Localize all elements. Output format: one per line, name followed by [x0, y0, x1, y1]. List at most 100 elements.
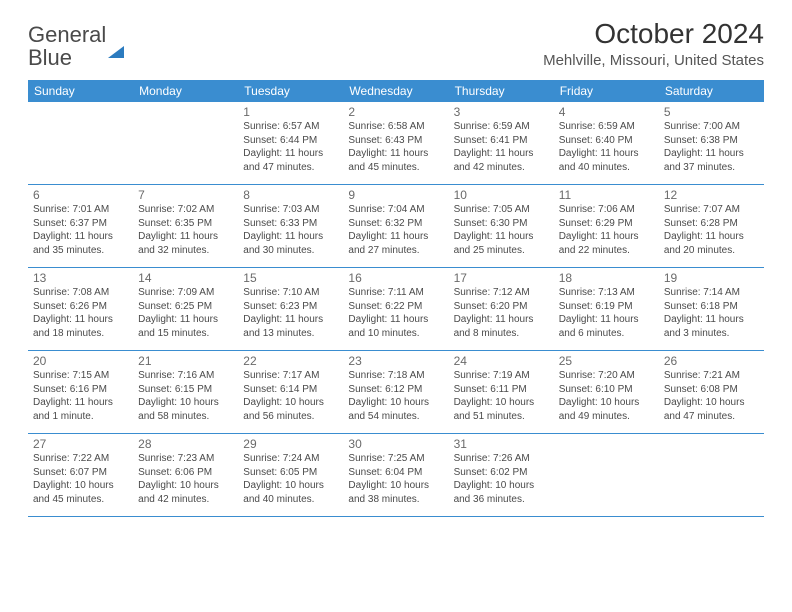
daylight-text: Daylight: 11 hours and 15 minutes. — [138, 313, 233, 340]
day-cell — [28, 102, 133, 184]
daylight-text: Daylight: 11 hours and 45 minutes. — [348, 147, 443, 174]
sunset-text: Sunset: 6:37 PM — [33, 217, 128, 231]
day-number: 16 — [348, 271, 443, 285]
daylight-text: Daylight: 10 hours and 49 minutes. — [559, 396, 654, 423]
day-cell: 16Sunrise: 7:11 AMSunset: 6:22 PMDayligh… — [343, 268, 448, 350]
brand-triangle-icon — [108, 29, 124, 58]
sunrise-text: Sunrise: 6:58 AM — [348, 120, 443, 134]
day-number: 31 — [454, 437, 549, 451]
sunrise-text: Sunrise: 7:05 AM — [454, 203, 549, 217]
daylight-text: Daylight: 10 hours and 38 minutes. — [348, 479, 443, 506]
day-number: 11 — [559, 188, 654, 202]
sunrise-text: Sunrise: 6:57 AM — [243, 120, 338, 134]
daylight-text: Daylight: 11 hours and 32 minutes. — [138, 230, 233, 257]
sunrise-text: Sunrise: 7:21 AM — [664, 369, 759, 383]
day-header: Thursday — [449, 80, 554, 102]
daylight-text: Daylight: 11 hours and 22 minutes. — [559, 230, 654, 257]
daylight-text: Daylight: 11 hours and 37 minutes. — [664, 147, 759, 174]
sunset-text: Sunset: 6:35 PM — [138, 217, 233, 231]
day-number: 15 — [243, 271, 338, 285]
day-number: 5 — [664, 105, 759, 119]
sunrise-text: Sunrise: 7:25 AM — [348, 452, 443, 466]
sunset-text: Sunset: 6:40 PM — [559, 134, 654, 148]
sunrise-text: Sunrise: 7:24 AM — [243, 452, 338, 466]
day-cell: 10Sunrise: 7:05 AMSunset: 6:30 PMDayligh… — [449, 185, 554, 267]
sunrise-text: Sunrise: 7:20 AM — [559, 369, 654, 383]
sunset-text: Sunset: 6:33 PM — [243, 217, 338, 231]
sunset-text: Sunset: 6:12 PM — [348, 383, 443, 397]
week-row: 6Sunrise: 7:01 AMSunset: 6:37 PMDaylight… — [28, 185, 764, 268]
sunset-text: Sunset: 6:30 PM — [454, 217, 549, 231]
day-number: 25 — [559, 354, 654, 368]
day-cell: 19Sunrise: 7:14 AMSunset: 6:18 PMDayligh… — [659, 268, 764, 350]
sunset-text: Sunset: 6:20 PM — [454, 300, 549, 314]
sunrise-text: Sunrise: 6:59 AM — [559, 120, 654, 134]
daylight-text: Daylight: 11 hours and 30 minutes. — [243, 230, 338, 257]
sunset-text: Sunset: 6:16 PM — [33, 383, 128, 397]
day-number: 24 — [454, 354, 549, 368]
day-cell: 26Sunrise: 7:21 AMSunset: 6:08 PMDayligh… — [659, 351, 764, 433]
day-number: 23 — [348, 354, 443, 368]
day-cell: 11Sunrise: 7:06 AMSunset: 6:29 PMDayligh… — [554, 185, 659, 267]
day-cell: 12Sunrise: 7:07 AMSunset: 6:28 PMDayligh… — [659, 185, 764, 267]
sunrise-text: Sunrise: 7:07 AM — [664, 203, 759, 217]
sunset-text: Sunset: 6:06 PM — [138, 466, 233, 480]
sunrise-text: Sunrise: 7:22 AM — [33, 452, 128, 466]
sunrise-text: Sunrise: 7:16 AM — [138, 369, 233, 383]
day-cell: 20Sunrise: 7:15 AMSunset: 6:16 PMDayligh… — [28, 351, 133, 433]
sunset-text: Sunset: 6:29 PM — [559, 217, 654, 231]
day-number: 19 — [664, 271, 759, 285]
page-header: General Blue October 2024 Mehlville, Mis… — [28, 18, 764, 70]
sunset-text: Sunset: 6:18 PM — [664, 300, 759, 314]
daylight-text: Daylight: 11 hours and 47 minutes. — [243, 147, 338, 174]
sunrise-text: Sunrise: 7:18 AM — [348, 369, 443, 383]
day-header: Tuesday — [238, 80, 343, 102]
day-cell: 23Sunrise: 7:18 AMSunset: 6:12 PMDayligh… — [343, 351, 448, 433]
sunset-text: Sunset: 6:44 PM — [243, 134, 338, 148]
sunset-text: Sunset: 6:07 PM — [33, 466, 128, 480]
sunrise-text: Sunrise: 7:03 AM — [243, 203, 338, 217]
calendar-table: Sunday Monday Tuesday Wednesday Thursday… — [28, 80, 764, 517]
daylight-text: Daylight: 11 hours and 40 minutes. — [559, 147, 654, 174]
day-cell: 14Sunrise: 7:09 AMSunset: 6:25 PMDayligh… — [133, 268, 238, 350]
sunrise-text: Sunrise: 7:19 AM — [454, 369, 549, 383]
day-cell: 22Sunrise: 7:17 AMSunset: 6:14 PMDayligh… — [238, 351, 343, 433]
day-cell: 15Sunrise: 7:10 AMSunset: 6:23 PMDayligh… — [238, 268, 343, 350]
daylight-text: Daylight: 11 hours and 10 minutes. — [348, 313, 443, 340]
day-number: 26 — [664, 354, 759, 368]
day-number: 12 — [664, 188, 759, 202]
sunrise-text: Sunrise: 7:26 AM — [454, 452, 549, 466]
sunrise-text: Sunrise: 6:59 AM — [454, 120, 549, 134]
day-number: 4 — [559, 105, 654, 119]
daylight-text: Daylight: 11 hours and 3 minutes. — [664, 313, 759, 340]
daylight-text: Daylight: 11 hours and 1 minute. — [33, 396, 128, 423]
day-number: 27 — [33, 437, 128, 451]
day-cell: 7Sunrise: 7:02 AMSunset: 6:35 PMDaylight… — [133, 185, 238, 267]
daylight-text: Daylight: 11 hours and 25 minutes. — [454, 230, 549, 257]
brand-text-b: Blue — [28, 45, 72, 70]
sunrise-text: Sunrise: 7:02 AM — [138, 203, 233, 217]
daylight-text: Daylight: 11 hours and 6 minutes. — [559, 313, 654, 340]
day-cell: 17Sunrise: 7:12 AMSunset: 6:20 PMDayligh… — [449, 268, 554, 350]
day-cell: 2Sunrise: 6:58 AMSunset: 6:43 PMDaylight… — [343, 102, 448, 184]
day-cell: 18Sunrise: 7:13 AMSunset: 6:19 PMDayligh… — [554, 268, 659, 350]
daylight-text: Daylight: 10 hours and 47 minutes. — [664, 396, 759, 423]
sunset-text: Sunset: 6:22 PM — [348, 300, 443, 314]
sunset-text: Sunset: 6:08 PM — [664, 383, 759, 397]
day-header-row: Sunday Monday Tuesday Wednesday Thursday… — [28, 80, 764, 102]
day-cell: 24Sunrise: 7:19 AMSunset: 6:11 PMDayligh… — [449, 351, 554, 433]
day-number: 1 — [243, 105, 338, 119]
daylight-text: Daylight: 10 hours and 58 minutes. — [138, 396, 233, 423]
sunrise-text: Sunrise: 7:09 AM — [138, 286, 233, 300]
day-cell — [659, 434, 764, 516]
day-number: 13 — [33, 271, 128, 285]
sunrise-text: Sunrise: 7:11 AM — [348, 286, 443, 300]
daylight-text: Daylight: 11 hours and 42 minutes. — [454, 147, 549, 174]
week-row: 20Sunrise: 7:15 AMSunset: 6:16 PMDayligh… — [28, 351, 764, 434]
sunset-text: Sunset: 6:14 PM — [243, 383, 338, 397]
day-cell: 30Sunrise: 7:25 AMSunset: 6:04 PMDayligh… — [343, 434, 448, 516]
daylight-text: Daylight: 10 hours and 45 minutes. — [33, 479, 128, 506]
day-number: 14 — [138, 271, 233, 285]
sunset-text: Sunset: 6:10 PM — [559, 383, 654, 397]
daylight-text: Daylight: 10 hours and 40 minutes. — [243, 479, 338, 506]
